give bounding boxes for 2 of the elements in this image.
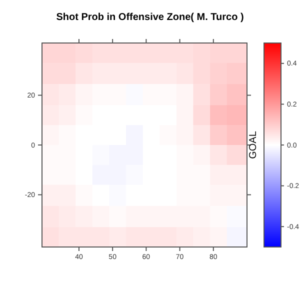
- chart-title: Shot Prob in Offensive Zone( M. Turco ): [56, 12, 244, 23]
- color-bar-title: GOAL: [248, 130, 259, 159]
